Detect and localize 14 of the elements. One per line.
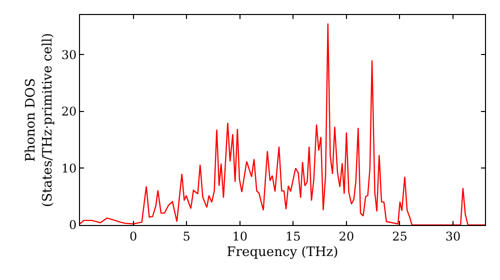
- x-tick-label: 5: [182, 229, 190, 244]
- y-tick-label: 0: [68, 218, 77, 232]
- x-tick-label: 25: [392, 229, 408, 244]
- y-axis-title: Phonon DOS (States/THz·primitive cell): [23, 32, 56, 208]
- y-tick-label: 10: [61, 161, 77, 176]
- x-tick-label: 0: [129, 229, 138, 244]
- x-axis-title: Frequency (THz): [226, 245, 338, 260]
- y-tick-label: 20: [61, 104, 77, 119]
- line-series: [80, 22, 485, 225]
- x-tick-label: 20: [338, 229, 354, 244]
- x-tick-label: 30: [445, 229, 461, 244]
- y-tick-label: 30: [61, 48, 77, 62]
- x-tick-label: 10: [232, 229, 248, 244]
- x-tick-label: 15: [286, 229, 301, 244]
